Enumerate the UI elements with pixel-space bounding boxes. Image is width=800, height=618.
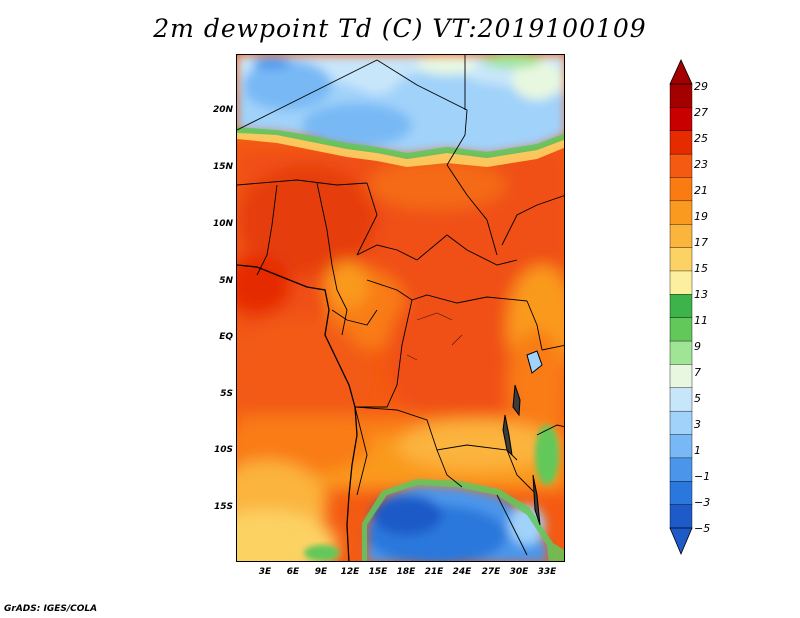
colorbar-label: 3: [694, 418, 701, 431]
colorbar-cell: [669, 153, 693, 178]
lat-label-20n: 20N: [212, 105, 233, 115]
colorbar-cell: [669, 130, 693, 155]
dewpoint-field: [237, 55, 564, 561]
colorbar-label: 13: [694, 288, 708, 301]
colorbar-label: 21: [694, 184, 708, 197]
colorbar: [669, 59, 693, 556]
colorbar-label: 7: [694, 366, 701, 379]
colorbar-cell: [669, 317, 693, 342]
colorbar-label: 25: [694, 132, 708, 145]
lat-label-5n: 5N: [219, 276, 233, 286]
colorbar-label: −5: [694, 522, 711, 535]
lat-label-eq: EQ: [219, 332, 233, 342]
colorbar-label: 23: [694, 158, 708, 171]
colorbar-cell: [669, 481, 693, 506]
lon-label-9e: 9E: [314, 567, 328, 577]
dewpoint-map: [236, 54, 565, 562]
colorbar-label: 29: [694, 80, 708, 93]
colorbar-cell: [669, 294, 693, 319]
colorbar-label: 1: [694, 444, 701, 457]
colorbar-cell: [669, 340, 693, 365]
colorbar-label: 15: [694, 262, 708, 275]
lon-label-24e: 24E: [452, 567, 472, 577]
kalahari-dry-zone: [367, 485, 547, 561]
lat-label-10n: 10N: [212, 219, 233, 229]
colorbar-cell: [669, 270, 693, 295]
lon-label-3e: 3E: [258, 567, 272, 577]
colorbar-label: 5: [694, 392, 701, 405]
colorbar-cell: [669, 457, 693, 482]
lat-label-10s: 10S: [213, 445, 233, 455]
lon-label-12e: 12E: [340, 567, 360, 577]
colorbar-label: 9: [694, 340, 701, 353]
colorbar-label: −3: [694, 496, 711, 509]
colorbar-cell: [669, 224, 693, 249]
colorbar-cells: [669, 83, 693, 529]
colorbar-cell: [669, 200, 693, 225]
colorbar-label: 19: [694, 210, 708, 223]
colorbar-cell: [669, 387, 693, 412]
lat-label-15s: 15S: [213, 502, 233, 512]
colorbar-cell: [669, 434, 693, 459]
lon-label-6e: 6E: [286, 567, 300, 577]
colorbar-bottom-arrow: [669, 527, 693, 556]
transition-band-north: [237, 131, 564, 167]
lon-label-15e: 15E: [368, 567, 388, 577]
colorbar-label: 11: [694, 314, 708, 327]
green-band-north: [237, 127, 564, 159]
colorbar-cell: [669, 410, 693, 436]
colorbar-label: −1: [694, 470, 711, 483]
colorbar-cell: [669, 504, 693, 529]
colorbar-top-arrow: [669, 59, 693, 85]
lon-label-27e: 27E: [481, 567, 501, 577]
lon-label-33e: 33E: [537, 567, 557, 577]
lat-label-15n: 15N: [212, 162, 233, 172]
green-patch-southwest: [304, 545, 340, 561]
colorbar-cell: [669, 107, 693, 132]
map-title: 2m dewpoint Td (C) VT:2019100109: [153, 14, 647, 43]
atlantic-coastline: [237, 264, 358, 561]
colorbar-label: 17: [694, 236, 708, 249]
sahara-dry-zone: [237, 55, 564, 155]
colorbar-cell: [669, 364, 693, 389]
lat-label-5s: 5S: [220, 389, 233, 399]
grads-credit: GrADS: IGES/COLA: [4, 604, 98, 614]
colorbar-cell: [669, 247, 693, 272]
lon-label-30e: 30E: [509, 567, 529, 577]
rivers: [406, 312, 463, 361]
green-patch-east: [535, 425, 559, 485]
lon-label-18e: 18E: [396, 567, 416, 577]
green-band-south: [362, 479, 564, 561]
colorbar-label: 27: [694, 106, 708, 119]
rift-lakes: [502, 350, 543, 526]
lon-label-21e: 21E: [424, 567, 444, 577]
colorbar-cell: [669, 83, 693, 108]
colorbar-cell: [669, 177, 693, 202]
dewpoint-shading: [237, 150, 564, 561]
